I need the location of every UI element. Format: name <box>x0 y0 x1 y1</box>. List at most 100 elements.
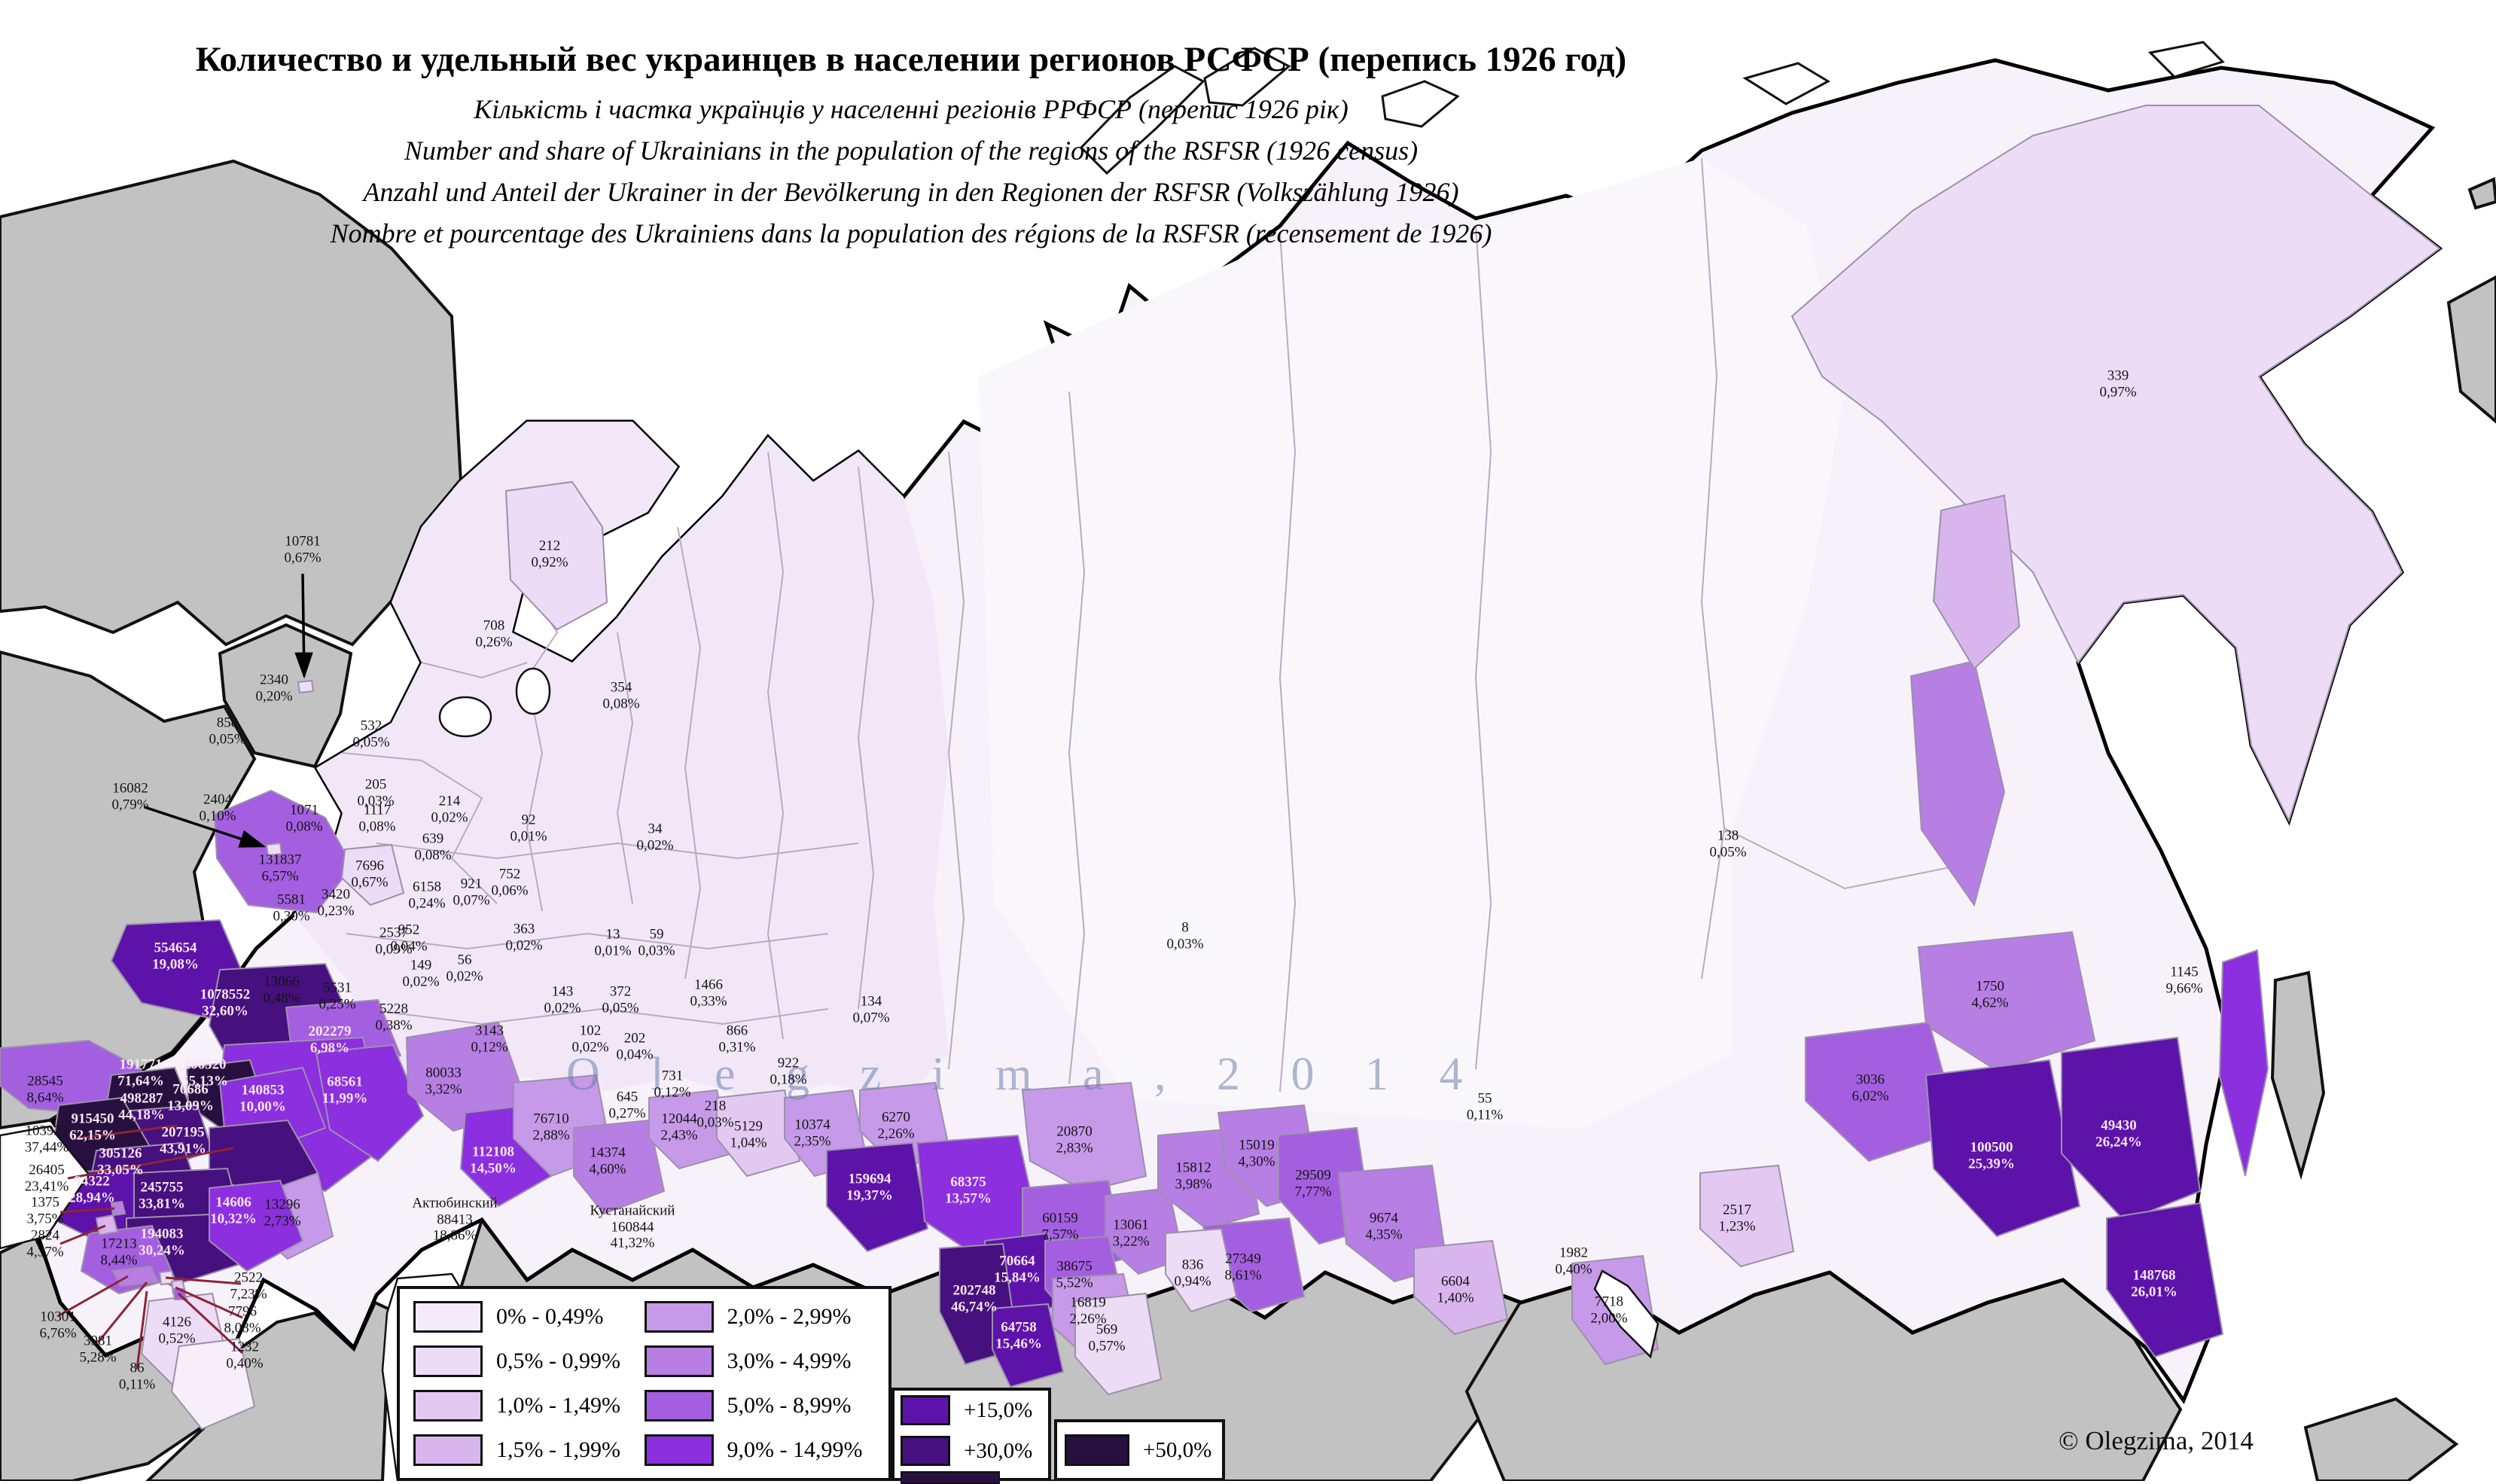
region-shape <box>95 1214 119 1236</box>
legend-swatch <box>644 1390 714 1422</box>
legend-item: 0% - 0,49% <box>413 1301 645 1333</box>
azov-sea-shape <box>0 1125 90 1250</box>
novaya-zemlya-shape <box>1079 65 1205 175</box>
severnaya-zemlya-shape <box>1381 80 1460 128</box>
region-shape <box>992 1303 1065 1388</box>
legend-column-left: 0% - 0,49% 0,5% - 0,99% 1,0% - 1,49% 1,5% -… <box>413 1301 645 1466</box>
island-gray-shape <box>2467 177 2496 210</box>
region-shape <box>716 1089 801 1178</box>
legend-label: 5,0% - 8,99% <box>727 1393 852 1418</box>
legend-swatch <box>901 1436 950 1466</box>
legend-label: 0,5% - 0,99% <box>496 1348 620 1373</box>
region-shape <box>110 1200 126 1217</box>
page-title-de: Anzahl und Anteil der Ukrainer in der Be… <box>363 177 1459 207</box>
region-shape <box>826 1141 929 1253</box>
region-shape <box>648 1089 733 1170</box>
hokkaido-shape <box>2303 1397 2459 1481</box>
legend-ext-box-2: +50,0% <box>1054 1419 1225 1481</box>
title-block: Количество и удельный вес украинцев в на… <box>136 39 1687 259</box>
region-shape <box>213 789 354 914</box>
page-title-ru: Количество и удельный вес украинцев в на… <box>195 40 1627 79</box>
wrangel-island-shape <box>2147 41 2225 78</box>
page-title-en: Number and share of Ukrainians in the po… <box>404 136 1419 166</box>
region-shape <box>2061 1036 2202 1223</box>
region-shape <box>265 842 283 857</box>
watermark: O l e g z i m a , 2 0 1 4 <box>566 1049 1483 1100</box>
page-title-fr: Nombre et pourcentage des Ukrainiens dan… <box>330 218 1492 248</box>
legend-item: 3,0% - 4,99% <box>644 1345 876 1377</box>
internal-borders <box>342 157 1958 1092</box>
legend-label: 3,0% - 4,99% <box>727 1348 852 1373</box>
region-shape <box>504 480 608 631</box>
region-shape <box>1413 1239 1509 1336</box>
legend-item: 0,5% - 0,99% <box>413 1345 645 1377</box>
legend-item: 2,0% - 2,99% <box>644 1301 876 1333</box>
legend-cutoff-swatch <box>901 1471 1000 1484</box>
copyright: © Olegzima, 2014 <box>2059 1426 2254 1455</box>
sakhalin-east-shape <box>2270 971 2326 1181</box>
region-shape <box>1932 494 2021 670</box>
region-shape <box>573 1119 666 1215</box>
baltic-states-shape <box>218 623 353 769</box>
legend-label: +30,0% <box>964 1438 1033 1463</box>
base-tints <box>294 105 2441 1129</box>
legend-swatch <box>413 1301 483 1333</box>
region-shape <box>297 679 315 694</box>
region-shape <box>1699 1164 1795 1268</box>
legend-column-right: 2,0% - 2,99% 3,0% - 4,99% 5,0% - 8,99% 9,0%… <box>644 1301 876 1466</box>
region-shape <box>315 1044 425 1163</box>
legend-swatch <box>413 1390 483 1422</box>
new-siberian-islands-shape <box>1742 62 1831 105</box>
callout-lines <box>57 1124 244 1370</box>
region-shape <box>1909 660 2006 907</box>
legend-label: 0% - 0,49% <box>496 1304 604 1329</box>
legend-item: 1,0% - 1,49% <box>413 1390 645 1422</box>
baikal-lake-shape <box>1593 1269 1659 1359</box>
legend-item: +50,0% <box>1065 1434 1211 1466</box>
legend-swatch <box>901 1395 950 1425</box>
legend-swatch <box>644 1434 714 1466</box>
legend-label: 1,0% - 1,49% <box>496 1393 620 1418</box>
region-shape <box>2106 1202 2224 1358</box>
region-shape <box>1021 1081 1147 1193</box>
legend-swatch <box>644 1301 714 1333</box>
legend-swatch <box>1065 1434 1129 1466</box>
legend-swatch <box>644 1345 714 1377</box>
arrow-leningrad <box>294 573 313 679</box>
region-shape <box>1165 1227 1238 1313</box>
legend-label: 1,5% - 1,99% <box>496 1437 620 1462</box>
legend-item: 1,5% - 1,99% <box>413 1434 645 1466</box>
legend-label: 2,0% - 2,99% <box>727 1304 852 1329</box>
region-shape <box>2218 949 2269 1177</box>
legend-label: 9,0% - 14,99% <box>727 1437 863 1462</box>
legend-label: +15,0% <box>964 1397 1033 1422</box>
legend-item: 5,0% - 8,99% <box>644 1390 876 1422</box>
region-shape <box>340 843 405 907</box>
arrow-moscow <box>144 806 267 848</box>
annotation-arrows <box>144 573 313 848</box>
islands <box>1079 41 2225 175</box>
region-shape <box>209 1179 304 1272</box>
legend-label: +50,0% <box>1143 1437 1212 1462</box>
legend-swatch <box>413 1345 483 1377</box>
region-shape <box>209 1119 319 1197</box>
legend-ext-box-1: +15,0% +30,0% <box>891 1388 1051 1481</box>
page-title-uk: Кількість і частка українців у населенні… <box>474 94 1349 124</box>
region-shape <box>1925 1059 2081 1238</box>
onega-lake-shape <box>515 667 551 715</box>
novaya-zemlya-north-shape <box>1203 47 1291 107</box>
legend-main-box: 0% - 0,49% 0,5% - 0,99% 1,0% - 1,49% 1,5% -… <box>397 1286 891 1481</box>
legend-item: 9,0% - 14,99% <box>644 1434 876 1466</box>
region-shape <box>110 919 244 1019</box>
ladoga-lake-shape <box>438 696 492 738</box>
legend-item: +30,0% <box>901 1436 1042 1466</box>
region-shape <box>1917 931 2096 1072</box>
region-shape <box>1074 1292 1163 1396</box>
region-shape <box>1805 1021 1961 1163</box>
alaska-shape <box>2446 275 2496 424</box>
legend-item: +15,0% <box>901 1395 1042 1425</box>
legend-swatch <box>413 1434 483 1466</box>
